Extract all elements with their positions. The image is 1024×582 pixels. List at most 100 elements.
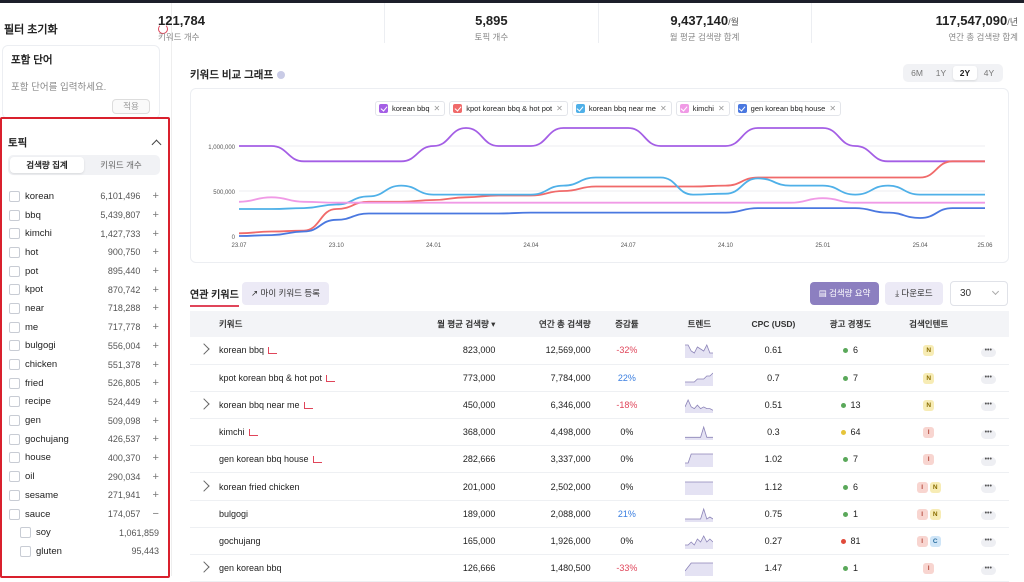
table-row[interactable]: korean bbq near me 450,000 6,346,000 -18% 0.… [190, 391, 1009, 420]
topic-item[interactable]: hot 900,750 + [9, 243, 159, 262]
keyword-text[interactable]: gen korean bbq [218, 563, 282, 574]
trend-chart-icon[interactable] [326, 374, 336, 382]
checkbox[interactable] [9, 396, 20, 408]
more-icon[interactable]: ••• [980, 374, 996, 385]
register-my-keyword-button[interactable]: ↗ 마이 키워드 등록 [242, 282, 329, 305]
chevron-right-icon[interactable] [198, 561, 211, 573]
table-row[interactable]: gochujang 165,000 1,926,000 0% 0.27 81 I C ••• [190, 527, 1009, 556]
checkbox[interactable] [20, 545, 31, 557]
topic-item[interactable]: bbq 5,439,807 + [9, 206, 159, 225]
plus-icon[interactable]: + [152, 302, 159, 315]
col-cpc[interactable]: CPC (USD) [751, 319, 796, 329]
plus-icon[interactable]: + [152, 470, 159, 483]
plus-icon[interactable]: + [152, 451, 159, 464]
col-monthly[interactable]: 월 평균 검색량 ▾ [437, 319, 496, 329]
checkbox[interactable] [9, 190, 20, 202]
legend-item[interactable]: kimchi ✕ [675, 101, 730, 116]
plus-icon[interactable]: + [152, 414, 159, 427]
checkbox[interactable] [9, 433, 20, 445]
more-icon[interactable]: ••• [980, 429, 996, 439]
topic-sub-item[interactable]: gluten 95,443 [9, 542, 159, 561]
topic-header[interactable]: 토픽 [8, 135, 164, 150]
checkbox-checked-icon[interactable] [679, 104, 689, 113]
more-icon[interactable]: ••• [980, 456, 996, 466]
checkbox[interactable] [9, 359, 20, 371]
checkbox[interactable] [9, 377, 20, 389]
more-icon[interactable]: ••• [980, 565, 996, 575]
checkbox[interactable] [9, 228, 20, 240]
keyword-text[interactable]: gen korean bbq house [218, 454, 309, 465]
keyword-text[interactable]: bulgogi [218, 508, 249, 519]
chevron-right-icon[interactable] [198, 398, 211, 410]
topic-item[interactable]: sesame 271,941 + [9, 486, 159, 505]
table-row[interactable]: kimchi 368,000 4,498,000 0% 0.3 64 I ••• [190, 418, 1009, 447]
tab-keyword-count[interactable]: 키워드 개수 [100, 160, 142, 170]
table-row[interactable]: bulgogi 189,000 2,088,000 21% 0.75 1 I N ••• [190, 500, 1009, 528]
trend-chart-icon[interactable] [312, 456, 322, 464]
legend-item[interactable]: korean bbq ✕ [375, 101, 446, 116]
plus-icon[interactable]: + [152, 227, 159, 240]
tab-related-keywords[interactable]: 연관 키워드 [190, 286, 239, 307]
topic-item[interactable]: me 717,778 + [9, 318, 159, 337]
checkbox-checked-icon[interactable] [379, 104, 388, 113]
topic-item[interactable]: bulgogi 556,004 + [9, 337, 159, 356]
plus-icon[interactable]: + [152, 358, 159, 371]
keyword-text[interactable]: gochujang [218, 535, 261, 546]
close-icon[interactable]: ✕ [717, 104, 725, 113]
chevron-right-icon[interactable] [198, 479, 211, 492]
col-competition[interactable]: 광고 경쟁도 [829, 319, 872, 329]
checkbox-checked-icon[interactable] [575, 104, 585, 113]
plus-icon[interactable]: + [152, 433, 159, 446]
range-6m[interactable]: 6M [911, 68, 923, 78]
topic-item[interactable]: oil 290,034 + [9, 467, 159, 486]
keyword-text[interactable]: korean fried chicken [218, 481, 300, 492]
more-icon[interactable]: ••• [980, 483, 996, 494]
more-icon[interactable]: ••• [980, 347, 996, 357]
checkbox-checked-icon[interactable] [737, 104, 747, 113]
plus-icon[interactable]: + [152, 209, 159, 222]
range-1y[interactable]: 1Y [935, 68, 947, 78]
col-yearly[interactable]: 연간 총 검색량 [539, 319, 591, 329]
trend-chart-icon[interactable] [303, 401, 313, 409]
more-icon[interactable]: ••• [980, 510, 996, 521]
legend-item[interactable]: gen korean bbq house ✕ [733, 101, 842, 116]
table-row[interactable]: korean bbq 823,000 12,569,000 -32% 0.61 6 N ••• [190, 337, 1009, 365]
keyword-text[interactable]: korean bbq [218, 345, 265, 356]
checkbox[interactable] [9, 284, 20, 296]
plus-icon[interactable]: + [152, 377, 159, 390]
table-row[interactable]: gen korean bbq 126,666 1,480,500 -33% 1.47 1 I… [190, 554, 1009, 582]
include-words-input[interactable]: 포함 단어를 입력하세요. [11, 82, 107, 93]
filter-reset[interactable]: 필터 초기화 [4, 19, 168, 39]
topic-item[interactable]: gochujang 426,537 + [9, 430, 159, 449]
topic-item[interactable]: sauce 174,057− [9, 505, 159, 524]
topic-item[interactable]: pot 895,440 + [9, 262, 159, 281]
close-icon[interactable]: ✕ [556, 104, 563, 113]
topic-item[interactable]: kpot 870,742 + [9, 280, 159, 299]
topic-item[interactable]: near 718,288 + [9, 299, 159, 318]
table-row[interactable]: korean fried chicken 201,000 2,502,000 0% 1.… [190, 472, 1009, 501]
plus-icon[interactable]: + [152, 246, 159, 259]
plus-icon[interactable]: + [152, 190, 159, 203]
trend-chart-icon[interactable] [268, 347, 278, 355]
col-keyword[interactable]: 키워드 [218, 319, 243, 329]
checkbox[interactable] [9, 246, 20, 258]
checkbox[interactable] [9, 452, 20, 464]
checkbox[interactable] [9, 265, 20, 277]
topic-item[interactable]: kimchi 1,427,733 + [9, 224, 159, 243]
topic-item[interactable]: house 400,370 + [9, 449, 159, 468]
topic-item[interactable]: fried 526,805 + [9, 374, 159, 393]
reset-icon[interactable] [158, 24, 168, 34]
search-summary-button[interactable]: ▤ 검색량 요약 [810, 282, 879, 305]
plus-icon[interactable]: + [152, 339, 159, 352]
keyword-text[interactable]: kimchi [218, 427, 245, 438]
checkbox[interactable] [9, 489, 20, 501]
close-icon[interactable]: ✕ [433, 104, 441, 113]
table-row[interactable]: gen korean bbq house 282,666 3,337,000 0% 1.… [190, 445, 1009, 474]
checkbox-checked-icon[interactable] [453, 104, 463, 113]
checkbox[interactable] [9, 415, 20, 427]
chevron-right-icon[interactable] [198, 343, 211, 356]
close-icon[interactable]: ✕ [829, 104, 837, 113]
topic-item[interactable]: gen 509,098 + [9, 411, 159, 430]
topic-item[interactable]: korean 6,101,496 + [9, 187, 159, 206]
table-row[interactable]: kpot korean bbq & hot pot 773,000 7,784,00… [190, 364, 1009, 392]
